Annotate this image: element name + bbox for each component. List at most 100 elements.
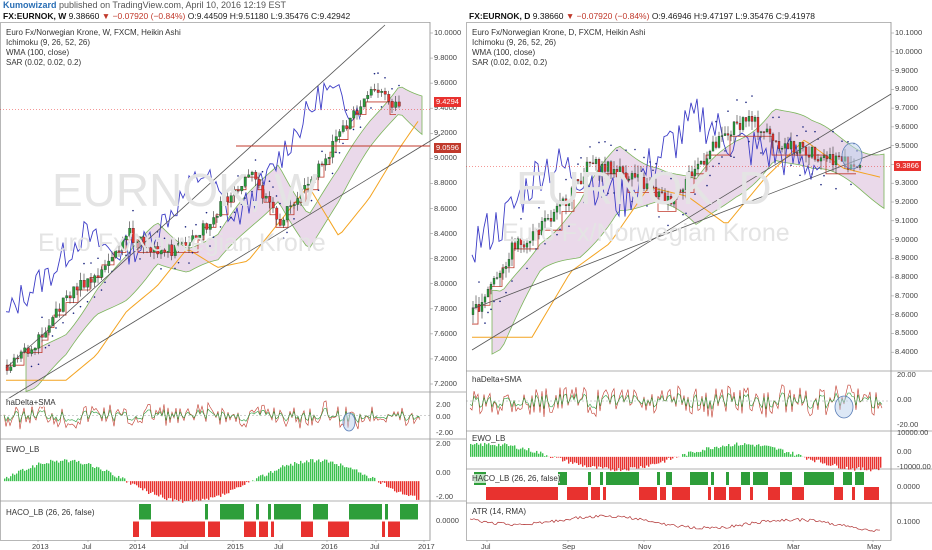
haco-block xyxy=(489,487,492,500)
ewo-bar xyxy=(94,468,96,482)
ewo-bar xyxy=(742,445,744,457)
indicator-label-atr[interactable]: ATR (14, RMA) xyxy=(472,507,527,516)
haco-block xyxy=(870,487,873,500)
legend-title[interactable]: Euro Fx/Norwegian Krone, D, FXCM, Heikin… xyxy=(472,28,646,37)
ewo-bar xyxy=(74,459,76,482)
ewo-bar xyxy=(82,464,84,482)
haco-block xyxy=(825,472,828,485)
haco-block xyxy=(217,521,220,537)
ewo-bar xyxy=(878,456,880,471)
ewo-bar xyxy=(258,476,260,482)
haco-block xyxy=(229,504,232,520)
legend-ichimoku[interactable]: Ichimoku (9, 26, 52, 26) xyxy=(6,38,91,47)
haco-block xyxy=(322,504,325,520)
sar-dot xyxy=(72,312,75,314)
haco-block xyxy=(708,487,711,500)
legend-sar[interactable]: SAR (0.02, 0.02, 0.2) xyxy=(472,58,548,67)
chart-panel-weekly[interactable]: FX:EURNOK, W 9.38660 ▼ −0.07920 (−0.84%)… xyxy=(0,11,466,550)
haco-block xyxy=(804,472,807,485)
ewo-bar xyxy=(758,444,760,457)
ewo-bar xyxy=(478,444,480,457)
haco-block xyxy=(807,472,810,485)
ewo-bar xyxy=(880,456,882,468)
ewo-bar xyxy=(336,464,338,482)
haco-block xyxy=(379,504,382,520)
haco-block xyxy=(510,487,513,500)
ewo-bar xyxy=(418,481,420,500)
legend-ichimoku[interactable]: Ichimoku (9, 26, 52, 26) xyxy=(472,38,557,47)
ewo-bar xyxy=(486,444,488,457)
candle-body xyxy=(282,219,286,226)
price-tick-label: 8.6000 xyxy=(895,309,918,319)
ewo-bar xyxy=(876,456,878,470)
ewo-bar xyxy=(28,468,30,482)
ewo-bar xyxy=(160,481,162,495)
haco-block xyxy=(822,472,825,485)
candle-body xyxy=(522,244,526,248)
sar-dot xyxy=(307,201,309,204)
sar-dot xyxy=(342,142,344,145)
ewo-bar xyxy=(36,465,38,482)
sar-dot xyxy=(712,165,714,168)
legend-wma[interactable]: WMA (100, close) xyxy=(6,48,70,57)
legend-wma[interactable]: WMA (100, close) xyxy=(472,48,536,57)
sar-dot xyxy=(493,300,495,303)
legend: Euro Fx/Norwegian Krone, D, FXCM, Heikin… xyxy=(472,28,645,68)
ewo-bar xyxy=(198,481,200,501)
haco-block xyxy=(175,521,178,537)
ewo-bar xyxy=(176,481,178,500)
ewo-bar xyxy=(314,462,316,482)
ewo-bar xyxy=(676,456,678,458)
haco-block xyxy=(310,521,313,537)
chart-panel-daily[interactable]: FX:EURNOK, D 9.38660 ▼ −0.07920 (−0.84%)… xyxy=(466,11,932,550)
ewo-bar xyxy=(42,464,44,482)
indicator-label-haco[interactable]: HACO_LB (26, 26, false) xyxy=(6,508,95,517)
candle-body xyxy=(510,242,514,260)
indicator-label-hadelta[interactable]: haDelta+SMA xyxy=(472,375,522,384)
ewo-bar xyxy=(836,456,838,466)
ewo-bar xyxy=(8,478,10,482)
indicator-label-ewo[interactable]: EWO_LB xyxy=(6,445,40,454)
daily-chart-svg[interactable] xyxy=(466,11,932,550)
sar-dot xyxy=(604,140,606,143)
legend: Euro Fx/Norwegian Krone, W, FXCM, Heikin… xyxy=(6,28,181,68)
indicator-label-hadelta[interactable]: haDelta+SMA xyxy=(6,398,56,407)
haco-block xyxy=(376,504,379,520)
candle-body xyxy=(495,277,499,279)
candle-body xyxy=(212,217,216,225)
candle-body xyxy=(792,141,796,153)
sar-dot xyxy=(212,236,215,238)
sar-dot xyxy=(802,126,804,128)
ewo-bar xyxy=(144,481,146,489)
weekly-chart-svg[interactable] xyxy=(0,11,466,550)
ewo-bar xyxy=(796,454,798,457)
sar-dot xyxy=(359,126,362,128)
price-tick-label: 10.0000 xyxy=(895,46,923,56)
ewo-bar xyxy=(248,481,250,483)
candle-body xyxy=(774,140,778,142)
haco-block xyxy=(409,504,412,520)
haco-block xyxy=(819,472,822,485)
author-link[interactable]: Kumowizard xyxy=(3,0,57,10)
ewo-bar xyxy=(560,456,562,458)
ewo-bar xyxy=(844,456,846,469)
sar-dot xyxy=(670,177,672,180)
candle-body xyxy=(582,176,586,185)
indicator-label-haco[interactable]: HACO_LB (26, 26, false) xyxy=(472,474,561,483)
haco-block xyxy=(849,472,852,485)
candle-body xyxy=(825,155,829,160)
ewo-bar xyxy=(540,451,542,457)
haco-block xyxy=(774,487,777,500)
sar-dot xyxy=(83,262,85,265)
ewo-bar xyxy=(734,444,736,457)
candle-body xyxy=(187,242,191,246)
legend-sar[interactable]: SAR (0.02, 0.02, 0.2) xyxy=(6,58,82,67)
indicator-label-ewo[interactable]: EWO_LB xyxy=(472,434,506,443)
haco-block xyxy=(325,504,328,520)
legend-title[interactable]: Euro Fx/Norwegian Krone, W, FXCM, Heikin… xyxy=(6,28,181,37)
sar-dot xyxy=(499,300,501,303)
ewo-bar xyxy=(848,456,850,470)
sar-dot xyxy=(55,327,57,329)
sar-dot xyxy=(709,174,711,177)
ewo-bar xyxy=(338,466,340,482)
